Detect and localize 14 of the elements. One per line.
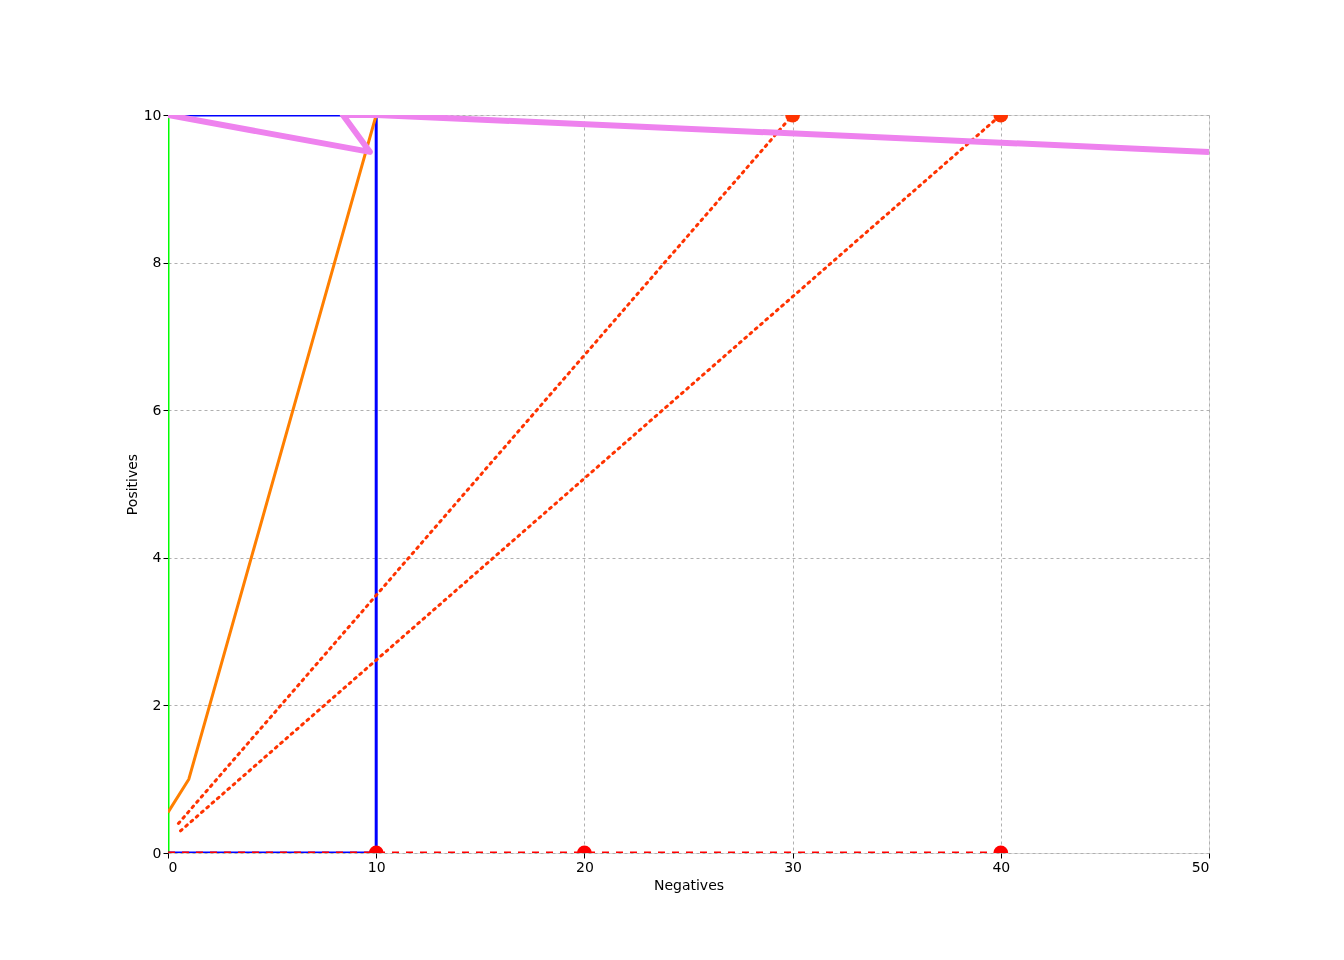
- y-tick-label: 4: [152, 549, 162, 566]
- y-tick-label: 6: [152, 401, 162, 418]
- x-tick-label: 0: [168, 858, 178, 875]
- y-tick-label: 0: [152, 844, 162, 861]
- y-tick-label: 2: [152, 696, 162, 713]
- x-tick-label: 50: [1191, 858, 1210, 875]
- x-tick-label: 20: [575, 858, 594, 875]
- y-axis-title: Positives: [123, 453, 140, 516]
- x-tick-label: 30: [784, 858, 803, 875]
- x-axis-title: Negatives: [653, 876, 725, 893]
- x-tick-label: 40: [992, 858, 1011, 875]
- y-tick-label: 10: [143, 106, 162, 123]
- x-tick-label: 10: [367, 858, 386, 875]
- y-tick-label: 8: [152, 254, 162, 271]
